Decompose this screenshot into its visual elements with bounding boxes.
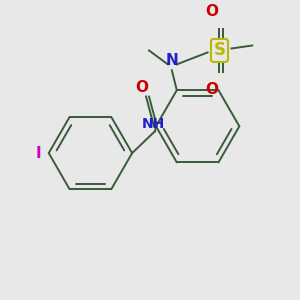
Text: S: S <box>214 41 226 59</box>
Text: NH: NH <box>141 117 165 131</box>
Text: N: N <box>166 53 178 68</box>
Text: O: O <box>136 80 148 94</box>
Text: I: I <box>35 146 41 160</box>
Text: O: O <box>205 4 218 19</box>
Text: O: O <box>205 82 218 97</box>
